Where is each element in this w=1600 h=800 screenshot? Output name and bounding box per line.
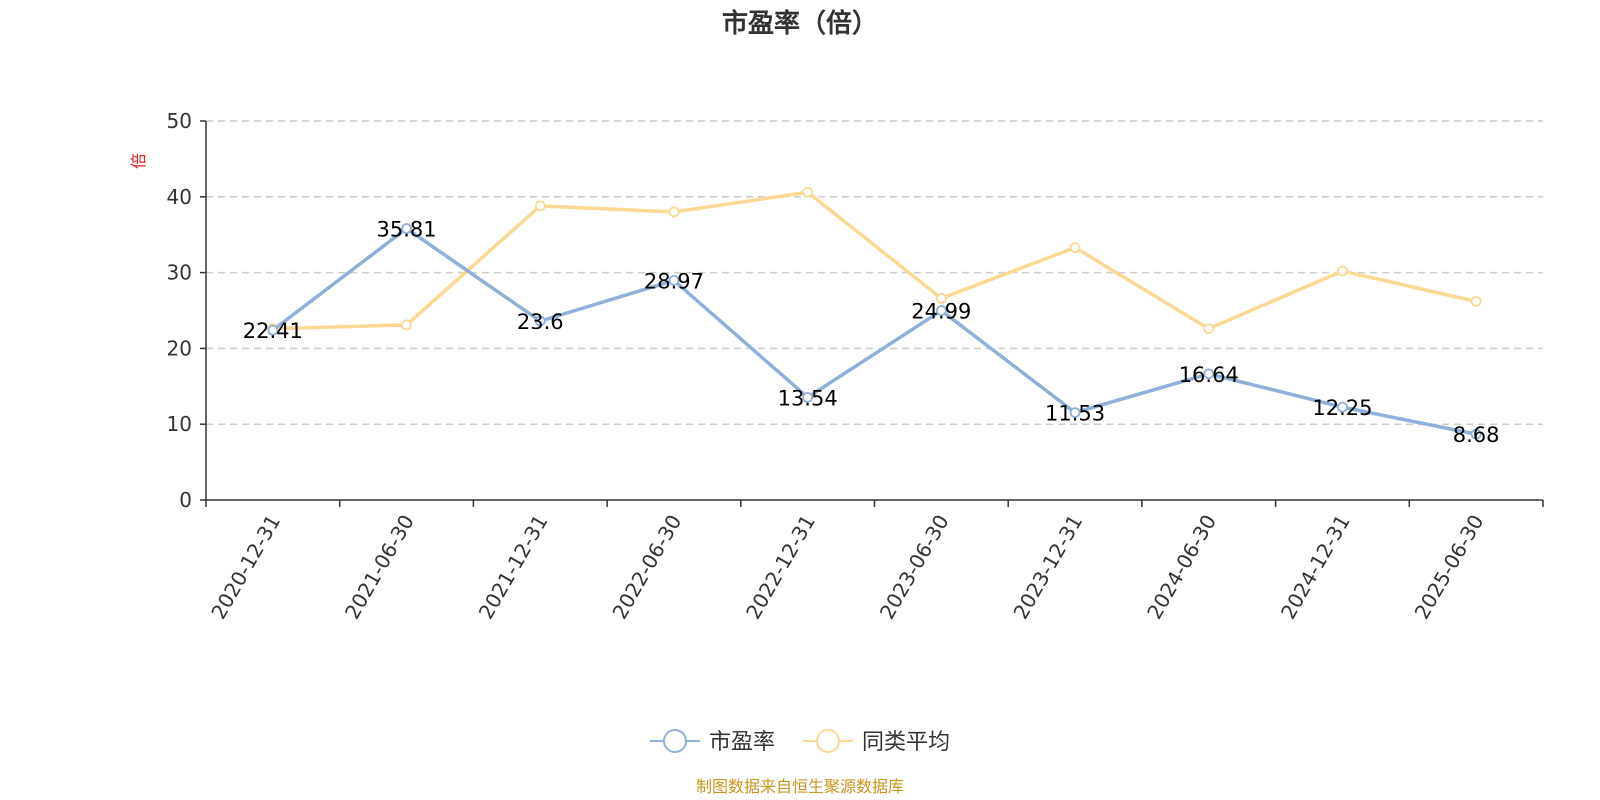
series-line-0 [271, 226, 1477, 436]
data-point [1203, 323, 1215, 335]
x-tick-label: 2023-12-31 [1008, 511, 1087, 624]
x-tick-label: 2022-12-31 [741, 511, 820, 624]
data-point [802, 186, 814, 198]
data-point [1337, 265, 1348, 277]
data-label: 35.81 [376, 218, 436, 242]
data-label: 12.25 [1312, 396, 1372, 420]
data-label: 23.6 [517, 310, 564, 334]
y-tick-label: 10 [167, 412, 192, 436]
data-point [267, 324, 279, 336]
data-point [1203, 368, 1215, 380]
x-tick-label: 2025-06-30 [1410, 511, 1489, 624]
series-lines [267, 186, 1482, 440]
data-label: 22.41 [243, 319, 303, 343]
x-tick-label: 2023-06-30 [875, 511, 954, 624]
y-tick-label: 40 [167, 185, 192, 209]
data-point [1337, 401, 1348, 413]
data-label: 28.97 [644, 269, 704, 293]
data-point [1470, 296, 1482, 307]
y-tick-label: 30 [167, 261, 192, 285]
data-point [935, 305, 947, 316]
legend-label: 市盈率 [709, 730, 775, 755]
data-labels: 22.41 35.81 23.6 28.97 13.54 24.99 11.53 16.64 1… [243, 218, 1500, 448]
y-tick-label: 50 [167, 109, 192, 133]
y-axis-unit: 倍 [129, 153, 148, 169]
x-tick-label: 2021-12-31 [474, 511, 553, 624]
data-label: 11.53 [1045, 402, 1105, 426]
series-line-1 [272, 190, 1477, 331]
data-point [935, 292, 947, 304]
data-point [668, 275, 680, 286]
grid-lines [206, 120, 1543, 425]
data-source-note: 制图数据来自恒生聚源数据库 [696, 777, 904, 796]
data-point [534, 315, 546, 327]
data-point [1069, 242, 1081, 253]
legend: 市盈率 同类平均 [650, 729, 950, 755]
legend-marker [816, 729, 840, 753]
data-point [534, 200, 546, 212]
y-tick-label: 0 [179, 488, 192, 512]
x-tick-label: 2021-06-30 [340, 511, 419, 624]
data-label: 8.68 [1453, 423, 1500, 447]
legend-label: 同类平均 [862, 730, 950, 755]
x-tick-label: 2024-12-31 [1276, 511, 1355, 624]
x-tick-label: 2022-06-30 [607, 511, 686, 624]
data-label: 13.54 [778, 386, 838, 410]
data-point [1069, 407, 1081, 419]
data-point [668, 206, 680, 218]
legend-marker [663, 729, 687, 753]
x-tick-label: 2024-06-30 [1142, 511, 1221, 624]
data-point [1470, 428, 1482, 440]
data-point [401, 319, 412, 331]
x-tick-label: 2020-12-31 [206, 511, 285, 624]
data-label: 16.64 [1179, 363, 1239, 387]
data-point [802, 391, 814, 403]
data-point [401, 223, 412, 234]
data-label: 24.99 [911, 300, 971, 324]
chart-title: 市盈率（倍） [722, 8, 878, 39]
y-tick-label: 20 [167, 336, 192, 360]
